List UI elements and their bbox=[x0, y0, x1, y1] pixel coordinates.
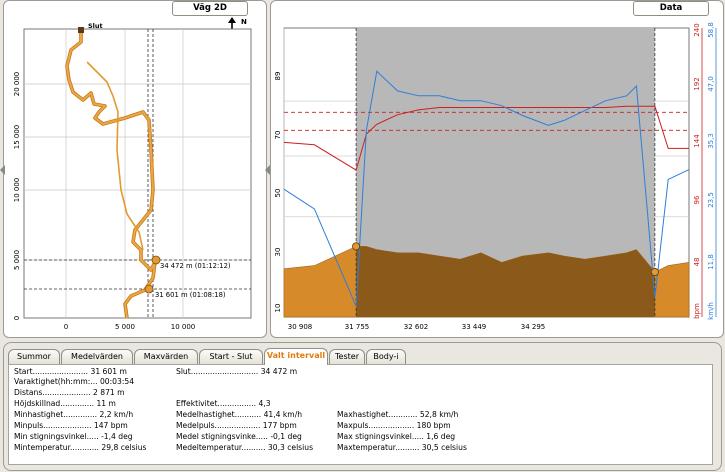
tab-summor[interactable]: Summor bbox=[8, 349, 60, 364]
marker-upper[interactable] bbox=[151, 255, 161, 265]
info-min-speed: Minhastighet.............. 2,2 km/h bbox=[14, 410, 134, 419]
data-chart[interactable]: 89 70 50 30 10 240 192 144 96 48 bpm 58,8 47,0 35,3 23… bbox=[270, 0, 722, 336]
route-grid bbox=[24, 29, 251, 318]
data-panel-title: Data bbox=[633, 1, 709, 16]
bpm-axis-tick: 144 bbox=[693, 134, 701, 148]
info-distance: Distans.................... 2 871 m bbox=[14, 388, 125, 397]
marker-lower[interactable] bbox=[144, 284, 154, 294]
route-plot-area bbox=[23, 28, 252, 319]
y-tick-label: 15 000 bbox=[13, 125, 21, 150]
tab-medelvarden[interactable]: Medelvärden bbox=[61, 349, 133, 364]
elevation-selected-fill bbox=[356, 246, 655, 317]
collapse-left-arrow-icon[interactable] bbox=[0, 165, 5, 175]
info-max-slope: Max stigningsvinkel..... 1,6 deg bbox=[337, 432, 456, 441]
left-axis-tick: 70 bbox=[274, 131, 282, 140]
x-axis-tick: 31 755 bbox=[345, 323, 370, 331]
elevation-area bbox=[283, 246, 690, 318]
end-flag-icon bbox=[78, 27, 84, 33]
y-tick-label: 20 000 bbox=[13, 72, 21, 97]
x-axis-tick: 34 295 bbox=[521, 323, 546, 331]
tab-maxvarden[interactable]: Maxvärden bbox=[134, 349, 198, 364]
bpm-axis-label: bpm bbox=[693, 303, 701, 319]
route-x-axis: 0 5 000 10 000 bbox=[64, 323, 195, 331]
info-avg-slope: Medel stigningsvinke..... -0,1 deg bbox=[176, 432, 302, 441]
y-tick-label: 5 000 bbox=[13, 250, 21, 270]
collapse-right-arrow-icon[interactable] bbox=[265, 165, 270, 175]
speed-axis-tick: 11,8 bbox=[707, 254, 715, 270]
info-start: Start....................... 31 601 m bbox=[14, 367, 127, 376]
info-max-pulse: Maxpuls................... 180 bpm bbox=[337, 421, 451, 430]
tab-body-i[interactable]: Body-i bbox=[366, 349, 406, 364]
info-end: Slut............................ 34 472 … bbox=[176, 367, 298, 376]
info-min-pulse: Minpuls.................... 147 bpm bbox=[14, 421, 128, 430]
info-avg-speed: Medelhastighet........... 41,4 km/h bbox=[176, 410, 303, 419]
y-tick-label: 10 000 bbox=[13, 178, 21, 203]
x-tick-label: 10 000 bbox=[171, 323, 196, 331]
x-axis-tick: 30 908 bbox=[288, 323, 313, 331]
route-map-title: Väg 2D bbox=[172, 1, 248, 16]
left-axis-tick: 10 bbox=[274, 304, 282, 313]
info-avg-pulse: Medelpuls................... 177 bpm bbox=[176, 421, 297, 430]
info-height-diff: Höjdskillnad.............. 11 m bbox=[14, 399, 116, 408]
x-axis-tick: 33 449 bbox=[462, 323, 487, 331]
info-duration: Varaktighet(hh:mm:... 00:03:54 bbox=[14, 377, 135, 386]
info-efficiency: Effektivitet................ 4,3 bbox=[176, 399, 271, 408]
tab-tester[interactable]: Tester bbox=[329, 349, 365, 364]
left-axis-tick: 50 bbox=[274, 189, 282, 198]
chart-series bbox=[283, 28, 690, 317]
bpm-axis-tick: 96 bbox=[693, 195, 701, 204]
selection-start-marker bbox=[352, 242, 361, 251]
bpm-axis-tick: 240 bbox=[693, 23, 701, 36]
speed-axis-tick: 23,5 bbox=[707, 192, 715, 208]
heart-rate-line bbox=[283, 105, 689, 171]
route-map[interactable]: N 20 000 15 000 10 000 5 000 0 0 5 000 1… bbox=[3, 0, 265, 336]
x-tick-label: 5 000 bbox=[115, 323, 135, 331]
selection-end-marker bbox=[650, 268, 659, 277]
info-avg-temp: Medeltemperatur.......... 30,3 celsius bbox=[176, 443, 314, 452]
x-tick-label: 0 bbox=[64, 323, 68, 331]
marker-lower-label: 31 601 m (01:08:18) bbox=[155, 291, 226, 299]
speed-axis-tick: 47,0 bbox=[707, 76, 715, 92]
tab-valt-intervall[interactable]: Valt intervall bbox=[264, 348, 328, 365]
info-max-temp: Maxtemperatur.......... 30,5 celsius bbox=[337, 443, 467, 452]
info-min-slope: Min stigningsvinkel..... -1,4 deg bbox=[14, 432, 133, 441]
bpm-axis-tick: 48 bbox=[693, 258, 701, 267]
speed-axis-label: km/h bbox=[707, 302, 715, 320]
marker-upper-label: 34 472 m (01:12:12) bbox=[160, 262, 231, 270]
north-label: N bbox=[241, 18, 247, 26]
left-axis-tick: 30 bbox=[274, 248, 282, 257]
info-max-speed: Maxhastighet............ 52,8 km/h bbox=[337, 410, 459, 419]
bpm-axis-tick: 192 bbox=[693, 77, 701, 90]
selected-interval-info: Start....................... 31 601 m Va… bbox=[8, 364, 713, 465]
speed-line bbox=[283, 70, 690, 307]
speed-axis-tick: 58,8 bbox=[707, 22, 715, 38]
chart-axis-labels: 89 70 50 30 10 240 192 144 96 48 bpm 58,8 47,0 35,3 23… bbox=[274, 22, 717, 331]
y-tick-label: 0 bbox=[13, 316, 21, 320]
end-label: Slut bbox=[88, 22, 103, 30]
speed-axis-tick: 35,3 bbox=[707, 133, 715, 149]
x-axis-tick: 32 602 bbox=[404, 323, 429, 331]
route-y-axis: 20 000 15 000 10 000 5 000 0 bbox=[13, 72, 21, 320]
left-axis-tick: 89 bbox=[274, 72, 282, 81]
route-track-return bbox=[86, 61, 144, 251]
tab-start-slut[interactable]: Start - Slut bbox=[199, 349, 263, 364]
info-min-temp: Mintemperatur............ 29,8 celsius bbox=[14, 443, 147, 452]
